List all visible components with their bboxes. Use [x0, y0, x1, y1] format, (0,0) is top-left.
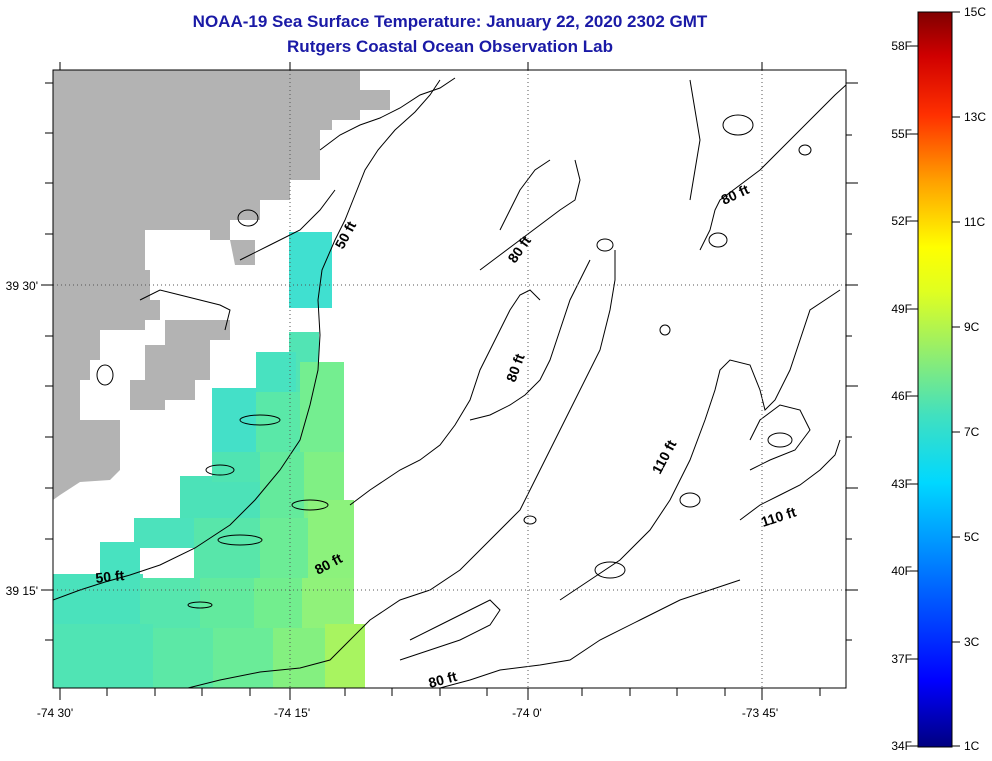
colorbar-f-52: 52F — [891, 214, 912, 228]
lat-label-1: 39 30' — [6, 279, 38, 293]
colorbar-c-5: 5C — [964, 530, 980, 544]
lat-label-2: 39 15' — [6, 584, 38, 598]
map-subtitle: Rutgers Coastal Ocean Observation Lab — [287, 37, 613, 56]
colorbar-scale — [917, 11, 953, 748]
colorbar-f-37: 37F — [891, 652, 912, 666]
lon-label-3: -74 0' — [512, 706, 542, 720]
lon-label-2: -74 15' — [274, 706, 310, 720]
colorbar: 15C 13C 11C 9C 7C 5C 3C 1C 58F 55F 52F 4… — [891, 5, 986, 753]
colorbar-c-1: 1C — [964, 739, 980, 753]
axis-ticks — [41, 62, 858, 700]
colorbar-f-46: 46F — [891, 389, 912, 403]
colorbar-c-9: 9C — [964, 320, 980, 334]
colorbar-f-58: 58F — [891, 39, 912, 53]
colorbar-c-11: 11C — [964, 215, 985, 229]
map-title: NOAA-19 Sea Surface Temperature: January… — [192, 12, 708, 31]
colorbar-f-34: 34F — [891, 739, 912, 753]
colorbar-f-43: 43F — [891, 477, 912, 491]
lon-label-1: -74 30' — [37, 706, 73, 720]
plot-frame — [52, 69, 847, 689]
grid-lines — [53, 70, 846, 688]
contour-label-50ft-south: 50 ft — [95, 567, 126, 586]
colorbar-c-7: 7C — [964, 425, 980, 439]
colorbar-c-15: 15C — [964, 5, 986, 19]
sst-data-pixels — [53, 232, 365, 688]
colorbar-f-55: 55F — [891, 127, 912, 141]
colorbar-c-3: 3C — [964, 635, 980, 649]
colorbar-f-49: 49F — [891, 302, 912, 316]
colorbar-c-13: 13C — [964, 110, 986, 124]
depth-contours — [53, 77, 846, 688]
lon-label-4: -73 45' — [742, 706, 778, 720]
land-mask — [53, 70, 390, 500]
contour-label-80ft-e: 80 ft — [427, 668, 459, 691]
colorbar-f-40: 40F — [891, 564, 912, 578]
